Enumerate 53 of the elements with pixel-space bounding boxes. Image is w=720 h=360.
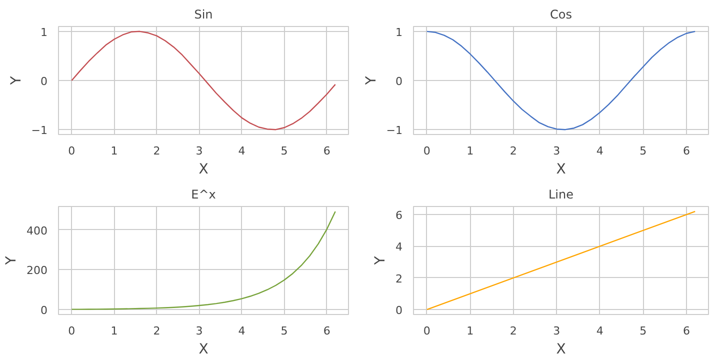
y-tick-label: −1 <box>386 124 403 138</box>
y-tick-label: −1 <box>31 124 48 138</box>
x-tick-label: 5 <box>640 144 647 158</box>
x-tick-label: 1 <box>466 324 474 338</box>
x-tick-label: 2 <box>153 144 160 158</box>
x-axis-title: X <box>198 342 209 358</box>
x-tick-label: 5 <box>280 324 288 338</box>
x-tick-label: 6 <box>682 144 690 158</box>
x-tick-label: 2 <box>153 324 160 338</box>
x-tick-label: 0 <box>68 144 76 158</box>
y-tick-label: 1 <box>40 26 48 39</box>
y-axis-title: Y <box>363 76 380 86</box>
x-tick-label: 4 <box>596 144 604 158</box>
y-tick-label: 0 <box>40 304 48 318</box>
y-tick-label: 400 <box>26 224 48 238</box>
x-tick-label: 0 <box>423 324 430 338</box>
y-tick-label: 0 <box>396 75 402 88</box>
y-tick-label: 200 <box>26 264 48 278</box>
x-axis-title: X <box>556 342 566 358</box>
x-tick-label: 2 <box>510 144 517 158</box>
x-tick-label: 5 <box>640 324 647 338</box>
x-tick-label: 4 <box>238 324 246 338</box>
y-axis-title: Y <box>8 76 24 86</box>
x-tick-label: 3 <box>196 324 203 338</box>
x-tick-label: 4 <box>238 144 246 158</box>
x-tick-label: 0 <box>423 144 430 158</box>
x-tick-label: 2 <box>510 324 517 338</box>
chart-title: Line <box>548 188 574 202</box>
y-tick-label: 4 <box>396 240 402 254</box>
chart-title: Sin <box>194 8 213 22</box>
y-tick-label: 0 <box>396 304 402 318</box>
x-tick-label: 3 <box>553 144 560 158</box>
x-tick-label: 6 <box>323 324 330 338</box>
x-tick-label: 1 <box>110 144 118 158</box>
x-tick-label: 0 <box>68 324 76 338</box>
x-tick-label: 3 <box>553 324 560 338</box>
y-tick-label: 1 <box>396 26 402 39</box>
x-tick-label: 1 <box>110 324 118 338</box>
x-tick-label: 5 <box>280 144 288 158</box>
x-tick-label: 4 <box>596 324 604 338</box>
x-tick-label: 1 <box>466 144 474 158</box>
chart-title: Cos <box>550 8 572 22</box>
y-axis-title: Y <box>372 256 388 266</box>
y-tick-label: 2 <box>396 272 402 286</box>
y-tick-label: 0 <box>40 75 48 88</box>
x-tick-label: 3 <box>196 144 203 158</box>
x-axis-title: X <box>556 162 566 178</box>
y-tick-label: 6 <box>396 209 402 222</box>
x-tick-label: 6 <box>682 324 690 338</box>
x-axis-title: X <box>198 162 209 178</box>
chart-title: E^x <box>191 188 216 202</box>
y-axis-title: Y <box>4 256 20 266</box>
x-tick-label: 6 <box>323 144 330 158</box>
